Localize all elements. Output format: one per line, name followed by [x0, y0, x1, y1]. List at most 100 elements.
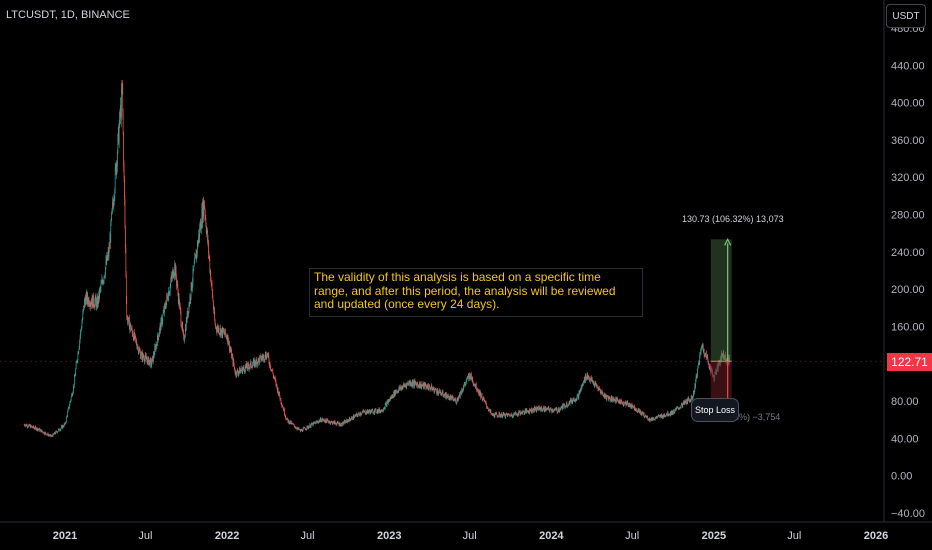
price-tick-label: 400.00 [891, 98, 925, 110]
candle-body [208, 253, 210, 257]
time-tick-label: 2022 [215, 530, 239, 542]
candle-body [524, 412, 526, 414]
candle-body [529, 408, 531, 410]
candle-body [354, 415, 356, 417]
candle-body [314, 422, 315, 424]
candle-body [60, 427, 62, 429]
candle-body [197, 242, 199, 247]
candle-body [594, 382, 596, 385]
candle-body [571, 400, 573, 403]
candle-body [465, 382, 466, 385]
candle-body [58, 428, 60, 431]
candle-body [37, 427, 38, 431]
candle-body [652, 417, 653, 420]
candle-body [638, 409, 640, 412]
candle-body [247, 363, 248, 369]
candle-body [55, 431, 57, 432]
time-axis: 2021 Jul 2022 Jul 2023 Jul 2024 Jul 2025 Jul 2026 [0, 521, 932, 542]
candle-body [356, 413, 357, 417]
candle-body [447, 397, 448, 398]
candle-body [364, 410, 366, 412]
analysis-note[interactable]: The validity of this analysis is based o… [309, 268, 643, 317]
candle-body [661, 414, 662, 418]
candle-body [62, 425, 64, 429]
candle-body [39, 428, 41, 432]
candle-body [177, 292, 179, 302]
candle-body [326, 419, 328, 423]
candle-body [285, 418, 287, 420]
candle-body [88, 298, 90, 306]
candle-body [705, 354, 706, 357]
candle-body [465, 381, 467, 383]
candle-body [191, 282, 192, 291]
candle-body [254, 360, 256, 365]
candle-body [678, 408, 680, 410]
candle-body [43, 431, 45, 434]
candle-body [567, 404, 569, 407]
candle-body [91, 296, 93, 306]
candle-body [240, 370, 241, 374]
candle-body [677, 406, 678, 408]
candle-body [183, 332, 184, 337]
candle-body [103, 280, 104, 282]
candle-body [266, 353, 268, 356]
candle-body [231, 355, 233, 359]
candle-body [670, 412, 672, 415]
candle-body [226, 337, 228, 341]
candle-body [593, 382, 595, 385]
candle-body [217, 326, 219, 332]
candle-body [129, 324, 131, 326]
candle-body [618, 400, 620, 403]
candle-body [181, 326, 183, 329]
candle-body [105, 260, 107, 264]
candle-body [638, 409, 639, 412]
candle-body [162, 315, 164, 322]
candle-body [584, 378, 585, 382]
candle-body [667, 411, 669, 416]
candle-body [124, 200, 126, 227]
candle-body [169, 284, 171, 291]
candle-body [142, 353, 144, 360]
candle-body [576, 398, 577, 400]
price-tick-label: −40.00 [891, 508, 925, 520]
candle-body [246, 367, 248, 369]
currency-button[interactable]: USDT [886, 4, 926, 28]
candle-body [416, 384, 418, 388]
candle-body [76, 361, 77, 364]
candle-body [474, 384, 475, 385]
candle-body [79, 340, 81, 347]
candle-body [110, 221, 112, 243]
candle-body [366, 410, 368, 414]
candle-body [173, 273, 175, 277]
candle-body [297, 427, 299, 429]
candle-body [400, 387, 402, 390]
stop-loss-button[interactable]: Stop Loss [691, 398, 739, 422]
candle-body [362, 411, 363, 413]
candle-body [505, 413, 507, 415]
candle-body [184, 338, 185, 341]
candle-body [492, 413, 494, 416]
candle-body [696, 376, 698, 378]
candle-body [98, 291, 100, 298]
candle-body [202, 201, 204, 222]
candle-body [634, 408, 636, 410]
candle-body [654, 419, 656, 421]
candle-body [643, 412, 645, 414]
candle-body [236, 370, 238, 372]
candle-body [682, 402, 684, 405]
candle-body [301, 429, 303, 432]
candle-body [617, 400, 619, 401]
candle-body [449, 397, 450, 400]
candle-body [608, 397, 609, 401]
candle-body [484, 400, 486, 402]
candle-body [543, 407, 545, 409]
candle-body [558, 408, 559, 412]
candle-body [390, 397, 392, 399]
candle-body [231, 349, 232, 359]
candle-body [230, 349, 232, 352]
candle-body [540, 409, 542, 411]
candle-body [507, 413, 509, 417]
candle-body [439, 389, 441, 391]
candle-body [551, 409, 553, 412]
